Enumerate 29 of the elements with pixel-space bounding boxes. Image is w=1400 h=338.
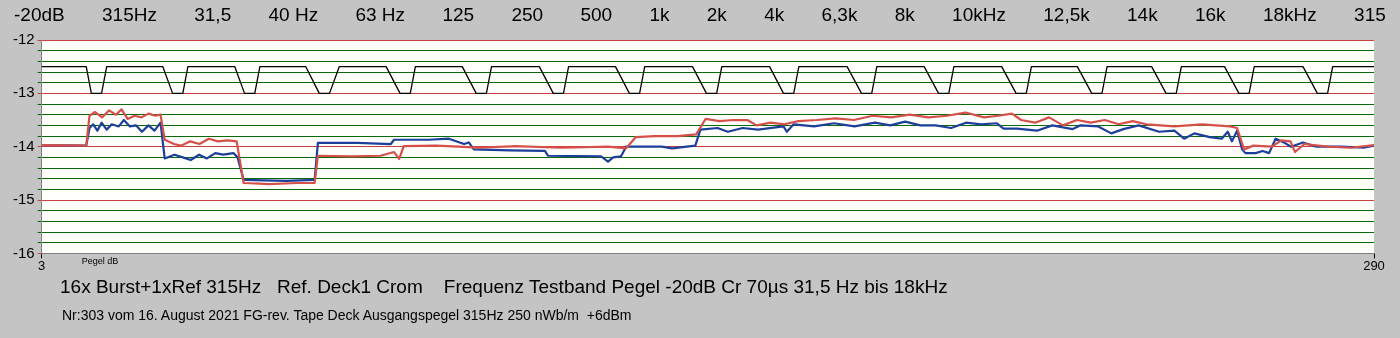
text: 315 xyxy=(1354,4,1386,27)
text: 315Hz xyxy=(102,4,157,27)
text: 63 Hz xyxy=(355,4,406,27)
text: 6,3k xyxy=(821,4,858,27)
text: 500 xyxy=(580,4,613,27)
text: 4k xyxy=(764,4,785,27)
x-tick-label: 290 xyxy=(1363,257,1385,273)
text: 18kHz xyxy=(1262,4,1317,27)
text: Nr:303 vom 16. August 2021 FG-rev. Tape Deck Ausgangspegel 315Hz 250 nWb/m +6dBm xyxy=(62,307,632,323)
text: 14k xyxy=(1127,4,1158,27)
text: 31,5 xyxy=(194,4,232,27)
text: 16x Burst+1xRef 315Hz Ref. Deck1 Crom Frequenz Testband Pegel -20dB Cr 70µs 31,5 Hz bis 18kHz xyxy=(60,276,948,298)
y-tick-label: -12 xyxy=(12,30,35,48)
y-tick-label: -16 xyxy=(12,243,35,261)
x-tick-label: 3 xyxy=(38,257,46,273)
text: 1k xyxy=(649,4,670,27)
text: -20dB xyxy=(14,4,65,27)
text: 10kHz xyxy=(952,4,1006,27)
x-axis-title: Pegel dB xyxy=(81,256,119,267)
text: 16k xyxy=(1194,4,1226,27)
y-tick-label: -14 xyxy=(12,136,35,154)
text: 125 xyxy=(442,4,475,27)
text: 8k xyxy=(894,4,915,27)
text: 12,5k xyxy=(1043,4,1090,27)
text: 2k xyxy=(706,4,727,27)
text: 40 Hz xyxy=(268,4,319,27)
y-tick-label: -13 xyxy=(12,83,35,101)
y-tick-label: -15 xyxy=(12,190,35,208)
text: 250 xyxy=(511,4,544,27)
